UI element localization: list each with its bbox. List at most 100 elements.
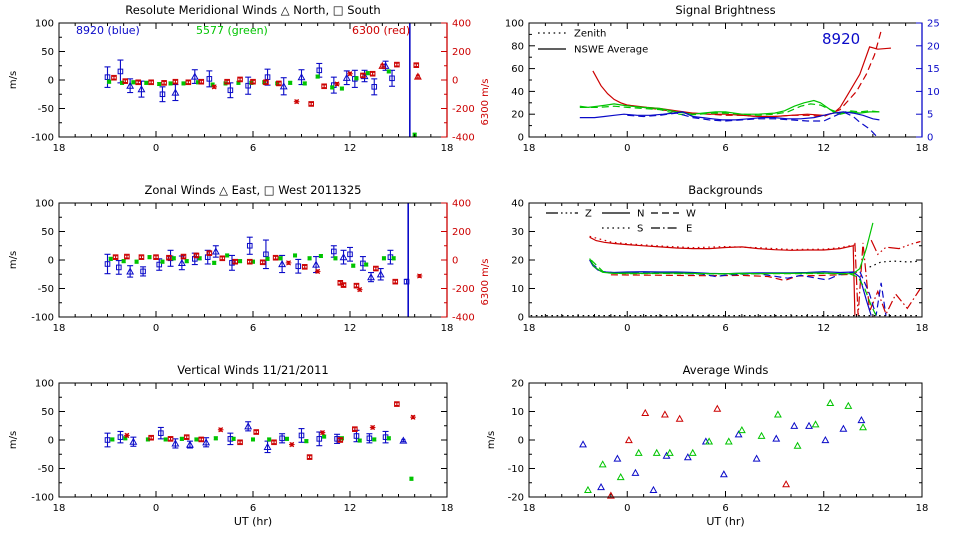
- marker-square: [148, 434, 154, 441]
- marker-square-filled: [131, 80, 136, 85]
- marker-triangle: [839, 424, 848, 432]
- marker-triangle: [597, 482, 605, 491]
- marker-square-filled: [225, 253, 230, 258]
- marker-square-filled: [160, 259, 165, 264]
- x-tick-label: 0: [624, 503, 630, 514]
- series-8920-nswe: [579, 111, 880, 121]
- marker-square-filled: [212, 260, 217, 265]
- marker-asterisk: [410, 414, 416, 420]
- y2-tick-label: 10: [927, 87, 940, 98]
- panel-title-average: Average Winds: [682, 363, 769, 377]
- y-tick-label: 100: [35, 19, 54, 30]
- y-tick-label: 0: [518, 436, 524, 447]
- marker-triangle: [129, 437, 138, 445]
- marker-square: [308, 101, 314, 107]
- series-right-dotted: [869, 260, 921, 268]
- annotation: 8920 (blue): [76, 24, 140, 37]
- marker-triangle: [399, 436, 408, 444]
- marker-square: [250, 78, 256, 85]
- marker-square: [180, 253, 187, 260]
- y2-tick-label: 200: [452, 227, 471, 238]
- series-5577-winds: [108, 253, 396, 268]
- marker-square-filled: [351, 263, 356, 268]
- marker-square-filled: [179, 436, 184, 441]
- marker-square-filled: [262, 80, 267, 85]
- legend-label-Zenith: Zenith: [574, 29, 606, 40]
- marker-square: [271, 439, 277, 446]
- y-tick-label: 0: [48, 76, 54, 87]
- series-8920-avg: [579, 416, 866, 493]
- marker-square: [263, 251, 269, 258]
- marker-triangle: [126, 81, 135, 89]
- x-tick-label: 0: [153, 323, 159, 334]
- marker-square-filled: [284, 436, 289, 441]
- data-line: [589, 235, 856, 251]
- x-tick-label: 18: [441, 503, 454, 514]
- x-tick-label: 18: [441, 323, 454, 334]
- marker-triangle: [719, 470, 728, 478]
- series-6300-low-dash: [610, 273, 851, 282]
- panel-title-vertical: Vertical Winds 11/21/2011: [177, 363, 329, 377]
- y2-tick-label: -200: [452, 284, 475, 295]
- data-line: [870, 239, 921, 256]
- marker-square: [413, 62, 420, 68]
- marker-square: [371, 84, 378, 90]
- marker-square: [295, 263, 302, 270]
- x-tick-label: 0: [624, 323, 630, 334]
- marker-square-filled: [168, 81, 173, 86]
- marker-triangle: [752, 454, 761, 462]
- data-line: [610, 273, 851, 282]
- data-line: [589, 236, 856, 316]
- marker-square-filled: [194, 437, 199, 442]
- y-tick-label: 10: [511, 407, 524, 418]
- legend-label-NSWE Average: NSWE Average: [574, 45, 648, 56]
- series-6300-winds: [124, 401, 416, 460]
- marker-square-filled: [157, 81, 162, 86]
- marker-square: [237, 76, 243, 83]
- marker-square: [321, 83, 327, 90]
- marker-triangle: [244, 422, 253, 430]
- y-tick-label: -10: [508, 464, 524, 475]
- y-tick-label: -100: [31, 313, 54, 324]
- marker-triangle: [773, 410, 782, 418]
- panel-title-backgrounds: Backgrounds: [688, 183, 763, 197]
- marker-square: [331, 248, 337, 255]
- marker-square-filled: [236, 80, 241, 85]
- marker-triangle: [413, 72, 422, 80]
- marker-triangle: [772, 434, 781, 442]
- x-tick-label: 6: [722, 323, 728, 334]
- marker-square-filled: [278, 256, 283, 261]
- y2-tick-label: 0: [452, 256, 458, 267]
- marker-triangle: [279, 82, 288, 90]
- legend-label-E: E: [686, 224, 692, 235]
- x-tick-label: 6: [250, 323, 256, 334]
- series-8920-main: [589, 259, 872, 316]
- x-tick-label: 0: [153, 143, 159, 154]
- marker-triangle: [826, 398, 835, 407]
- marker-square: [232, 258, 239, 265]
- data-line: [627, 111, 877, 137]
- marker-square: [167, 436, 174, 442]
- y-tick-label: 20: [511, 256, 524, 267]
- marker-asterisk: [370, 424, 376, 431]
- marker-square: [245, 82, 251, 89]
- marker-triangle: [713, 404, 722, 412]
- marker-square-filled: [372, 437, 377, 442]
- series-6300-nswe: [592, 46, 891, 118]
- marker-square-filled: [307, 256, 312, 261]
- marker-triangle: [805, 421, 813, 429]
- marker-square: [259, 259, 266, 266]
- x-tick-label: 12: [817, 503, 830, 514]
- marker-triangle: [631, 468, 640, 476]
- marker-square: [366, 435, 373, 442]
- annotation: 5577 (green): [196, 24, 268, 37]
- marker-square-filled: [231, 436, 236, 441]
- marker-triangle: [278, 259, 287, 268]
- marker-square-filled: [110, 437, 115, 442]
- marker-square: [224, 78, 230, 85]
- marker-square: [140, 268, 146, 275]
- y2-tick-label: 0: [927, 133, 933, 144]
- marker-square-filled: [123, 436, 128, 441]
- x-tick-label: 18: [523, 323, 536, 334]
